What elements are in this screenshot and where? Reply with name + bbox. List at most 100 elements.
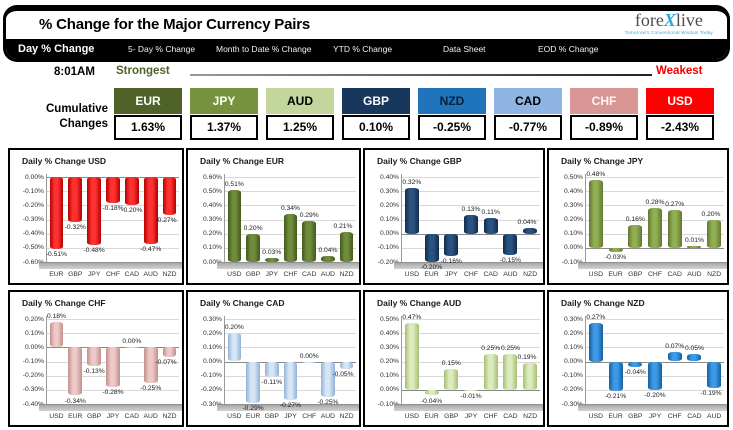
grid-line	[402, 233, 540, 235]
bar-chf	[106, 177, 120, 203]
grid-line	[225, 319, 356, 320]
bar-nzd	[523, 228, 538, 234]
grid-line	[402, 361, 540, 363]
chart-floor	[578, 262, 727, 269]
tab-data-sheet[interactable]: Data Sheet	[443, 44, 486, 54]
axis-tick-label: 0.50%	[380, 315, 399, 323]
bar-eur	[49, 177, 64, 250]
tab-ytd-change[interactable]: YTD % Change	[333, 44, 393, 54]
bar-value-label: -0.32%	[64, 224, 86, 232]
bar-usd	[588, 179, 603, 248]
category-label: EUR	[424, 413, 439, 420]
tab-5-day-change[interactable]: 5- Day % Change	[128, 44, 196, 54]
category-label: CAD	[503, 413, 518, 420]
bar-jpy	[464, 389, 478, 392]
category-label: CHF	[464, 271, 478, 278]
bar-cad	[124, 347, 139, 349]
category-label: EUR	[49, 271, 64, 278]
bar-value-label: -0.20%	[420, 264, 443, 271]
tab-day-change[interactable]: Day % Change	[18, 43, 95, 55]
bar-value-label: -0.20%	[644, 391, 666, 399]
chart-title: Daily % Change JPY	[561, 156, 644, 166]
axis-tick-label: -0.30%	[22, 386, 44, 394]
grid-line	[47, 389, 179, 391]
bar-usd	[227, 189, 242, 262]
bar-value-label: -0.29%	[242, 404, 264, 412]
category-label: NZD	[523, 413, 538, 420]
bar-value-label: 0.29%	[299, 211, 319, 219]
grid-line	[225, 191, 356, 193]
axis-tick-label: -0.20%	[200, 386, 222, 394]
category-label: JPY	[265, 271, 279, 278]
bar-value-label: 0.04%	[318, 247, 338, 255]
bar-value-label: -0.27%	[279, 401, 302, 409]
bar-value-label: 0.20%	[224, 324, 244, 332]
category-label: CAD	[124, 413, 140, 420]
bar-eur	[424, 389, 439, 396]
bar-gbp	[246, 233, 260, 262]
grid-line	[402, 319, 540, 320]
axis-tick-label: 0.20%	[25, 315, 44, 323]
bar-usd	[227, 333, 242, 362]
currency-code: GBP	[342, 88, 410, 114]
strongest-label: Strongest	[116, 65, 170, 77]
tab-bar: Day % Change 5- Day % Change Month to Date…	[6, 39, 727, 59]
category-label: JPY	[648, 413, 662, 420]
axis-tick-label: 0.20%	[203, 329, 222, 337]
axis-tick-label: 0.30%	[564, 315, 583, 323]
bar-jpy	[444, 233, 459, 257]
axis-tick-label: 0.20%	[564, 216, 583, 223]
bar-chf	[464, 215, 478, 234]
tab-eod-change[interactable]: EOD % Change	[538, 44, 599, 54]
bar-aud	[321, 361, 335, 397]
category-label: CHF	[667, 413, 682, 420]
bar-aud	[707, 361, 722, 389]
currency-code: NZD	[418, 88, 486, 114]
category-label: JPY	[464, 413, 478, 420]
grid-line	[586, 205, 724, 207]
bar-value-label: -0.13%	[83, 367, 105, 375]
chart-title: Daily % Change AUD	[377, 298, 462, 308]
category-label: NZD	[339, 271, 354, 278]
category-label: CAD	[667, 271, 682, 278]
category-label: JPY	[106, 413, 120, 420]
bar-value-label: -0.05%	[332, 370, 354, 378]
bar-eur	[608, 247, 623, 253]
bar-nzd	[339, 361, 354, 369]
bar-value-label: 0.19%	[517, 353, 537, 361]
cumulative-changes-label: Cumulative Changes	[46, 103, 108, 130]
axis-tick-label: -0.20%	[561, 386, 583, 394]
grid-line	[402, 205, 540, 207]
axis-tick-label: -0.20%	[22, 372, 44, 380]
axis-tick-label: 0.40%	[380, 329, 399, 337]
bar-value-label: 0.11%	[481, 209, 500, 217]
bar-value-label: 0.03%	[262, 248, 282, 256]
bar-value-label: -0.16%	[440, 258, 462, 266]
bar-cad	[124, 177, 139, 206]
tab-month-to-date-change[interactable]: Month to Date % Change	[216, 44, 312, 54]
bar-chf	[483, 354, 498, 390]
axis-tick-label: 0.50%	[203, 187, 222, 195]
bar-value-label: -0.15%	[499, 256, 522, 264]
grid-line	[402, 375, 540, 377]
axis-tick-label: 0.10%	[203, 244, 222, 252]
page-title: % Change for the Major Currency Pairs	[39, 16, 311, 33]
cumulative-change-value: 1.63%	[114, 115, 182, 140]
category-label: AUD	[706, 413, 722, 420]
grid-line	[47, 233, 179, 235]
header-card: % Change for the Major Currency Pairs fo…	[3, 5, 730, 62]
bar-value-label: 0.20%	[701, 210, 721, 218]
category-label: NZD	[162, 271, 177, 278]
currency-code: EUR	[114, 88, 182, 114]
category-label: AUD	[320, 413, 336, 420]
axis-tick-label: 0.30%	[564, 201, 583, 209]
chart-title: Daily % Change NZD	[561, 298, 645, 308]
axis-tick-label: -0.10%	[561, 258, 583, 266]
bar-nzd	[162, 177, 177, 216]
axis-tick-label: 0.30%	[380, 343, 399, 351]
bar-value-label: 0.25%	[500, 345, 520, 353]
axis-tick-label: -0.10%	[22, 358, 44, 365]
bar-chf	[648, 208, 662, 248]
currency-code: CAD	[494, 88, 562, 114]
axis-tick-label: 0.10%	[380, 216, 399, 223]
